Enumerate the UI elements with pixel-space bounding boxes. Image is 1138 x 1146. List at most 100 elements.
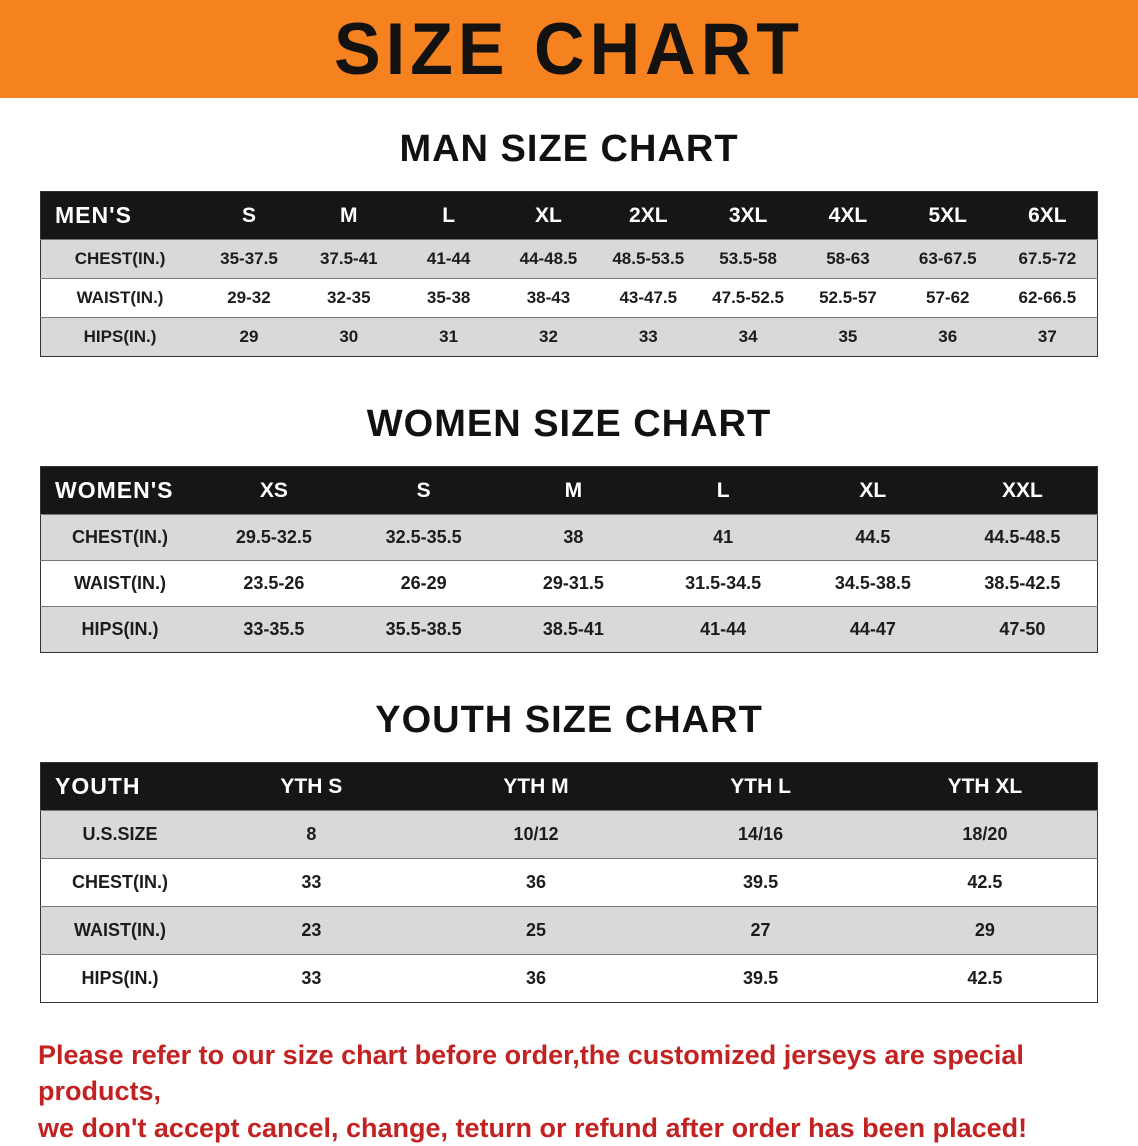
men-size-value: 32 [498, 317, 599, 357]
disclaimer-line-2: we don't accept cancel, change, teturn o… [38, 1112, 1028, 1143]
women-size-value: 23.5-26 [199, 560, 349, 607]
men-table-title-cell: MEN'S [40, 191, 200, 240]
youth-size-value: 14/16 [648, 810, 873, 859]
youth-row-label: CHEST(IN.) [40, 858, 200, 907]
youth-size-column-header: YTH M [423, 762, 649, 811]
women-size-value: 47-50 [947, 606, 1098, 653]
men-size-column-header: 6XL [997, 191, 1098, 240]
youth-size-value: 39.5 [648, 954, 873, 1003]
youth-row-label: WAIST(IN.) [40, 906, 200, 955]
men-row-label: WAIST(IN.) [40, 278, 200, 318]
women-size-value: 35.5-38.5 [348, 606, 499, 653]
men-size-column-header: 4XL [798, 191, 898, 240]
men-size-value: 35 [798, 317, 898, 357]
women-size-column-header: XL [797, 466, 948, 515]
disclaimer-line-1: Please refer to our size chart before or… [38, 1040, 1024, 1107]
men-size-value: 57-62 [897, 278, 998, 318]
youth-size-value: 25 [423, 906, 649, 955]
men-table-row: WAIST(IN.) 29-32 32-35 35-38 38-43 43-47.5 47.… [40, 278, 1098, 318]
men-size-value: 48.5-53.5 [598, 239, 699, 279]
youth-size-column-header: YTH S [199, 762, 424, 811]
youth-size-value: 42.5 [872, 954, 1098, 1003]
men-size-value: 36 [897, 317, 998, 357]
women-size-value: 41 [648, 514, 798, 561]
men-size-column-header: M [298, 191, 399, 240]
women-size-value: 31.5-34.5 [648, 560, 798, 607]
women-size-column-header: S [348, 466, 499, 515]
women-table-title-cell: WOMEN'S [40, 466, 200, 515]
men-row-label: CHEST(IN.) [40, 239, 200, 279]
youth-table-row: U.S.SIZE 8 10/12 14/16 18/20 [40, 810, 1098, 859]
youth-size-column-header: YTH L [648, 762, 873, 811]
youth-size-value: 10/12 [423, 810, 649, 859]
youth-row-label: U.S.SIZE [40, 810, 200, 859]
women-size-column-header: XXL [947, 466, 1098, 515]
disclaimer: Please refer to our size chart before or… [38, 1037, 1100, 1146]
men-table-row: CHEST(IN.) 35-37.5 37.5-41 41-44 44-48.5 48.5… [40, 239, 1098, 279]
men-size-value: 47.5-52.5 [698, 278, 799, 318]
youth-size-value: 23 [199, 906, 424, 955]
men-size-value: 35-37.5 [199, 239, 299, 279]
men-size-value: 41-44 [398, 239, 499, 279]
men-size-value: 44-48.5 [498, 239, 599, 279]
women-row-label: CHEST(IN.) [40, 514, 200, 561]
women-size-value: 44-47 [797, 606, 948, 653]
youth-size-value: 33 [199, 858, 424, 907]
women-size-value: 44.5 [797, 514, 948, 561]
women-size-value: 38 [498, 514, 649, 561]
men-size-value: 53.5-58 [698, 239, 799, 279]
men-size-column-header: 2XL [598, 191, 699, 240]
youth-size-value: 36 [423, 954, 649, 1003]
title-banner: SIZE CHART [0, 0, 1138, 98]
men-size-value: 38-43 [498, 278, 599, 318]
men-size-chart-heading: MAN SIZE CHART [399, 128, 739, 170]
women-table-row: HIPS(IN.) 33-35.5 35.5-38.5 38.5-41 41-44 44-… [40, 606, 1098, 653]
women-size-value: 34.5-38.5 [797, 560, 948, 607]
women-table-row: CHEST(IN.) 29.5-32.5 32.5-35.5 38 41 44.5 44.5… [40, 514, 1098, 561]
youth-table-row: WAIST(IN.) 23 25 27 29 [40, 906, 1098, 955]
youth-size-value: 36 [423, 858, 649, 907]
youth-table-header-row: YOUTH YTH S YTH M YTH L YTH XL [40, 762, 1098, 811]
men-size-value: 63-67.5 [897, 239, 998, 279]
youth-size-value: 8 [199, 810, 424, 859]
women-row-label: HIPS(IN.) [40, 606, 200, 653]
men-size-value: 34 [698, 317, 799, 357]
men-size-column-header: 5XL [897, 191, 998, 240]
women-size-value: 41-44 [648, 606, 798, 653]
women-size-column-header: M [498, 466, 649, 515]
men-size-value: 58-63 [798, 239, 898, 279]
men-size-value: 29 [199, 317, 299, 357]
youth-size-column-header: YTH XL [872, 762, 1098, 811]
women-size-column-header: L [648, 466, 798, 515]
men-size-value: 35-38 [398, 278, 499, 318]
youth-size-table: YOUTH YTH S YTH M YTH L YTH XL U.S.SIZE 8 10/12… [40, 762, 1098, 1003]
page-title: SIZE CHART [334, 8, 804, 90]
youth-size-value: 39.5 [648, 858, 873, 907]
women-size-value: 29-31.5 [498, 560, 649, 607]
women-size-value: 33-35.5 [199, 606, 349, 653]
size-chart-sections: MAN SIZE CHART MEN'S S M L XL 2XL 3XL 4XL 5XL 6XL C… [0, 128, 1138, 1003]
men-size-value: 29-32 [199, 278, 299, 318]
women-table-header-row: WOMEN'S XS S M L XL XXL [40, 466, 1098, 515]
men-size-table: MEN'S S M L XL 2XL 3XL 4XL 5XL 6XL CHEST(IN.) 35-37… [40, 191, 1098, 357]
youth-table-title-cell: YOUTH [40, 762, 200, 811]
youth-size-value: 42.5 [872, 858, 1098, 907]
men-size-column-header: 3XL [698, 191, 799, 240]
women-row-label: WAIST(IN.) [40, 560, 200, 607]
men-size-value: 52.5-57 [798, 278, 898, 318]
men-size-value: 43-47.5 [598, 278, 699, 318]
men-size-column-header: S [199, 191, 299, 240]
men-size-value: 31 [398, 317, 499, 357]
men-size-column-header: L [398, 191, 499, 240]
women-size-value: 38.5-41 [498, 606, 649, 653]
men-table-header-row: MEN'S S M L XL 2XL 3XL 4XL 5XL 6XL [40, 191, 1098, 240]
men-size-value: 37.5-41 [298, 239, 399, 279]
youth-size-value: 29 [872, 906, 1098, 955]
men-size-value: 32-35 [298, 278, 399, 318]
women-size-value: 44.5-48.5 [947, 514, 1098, 561]
men-size-value: 30 [298, 317, 399, 357]
men-size-value: 37 [997, 317, 1098, 357]
women-size-value: 32.5-35.5 [348, 514, 499, 561]
women-size-value: 38.5-42.5 [947, 560, 1098, 607]
